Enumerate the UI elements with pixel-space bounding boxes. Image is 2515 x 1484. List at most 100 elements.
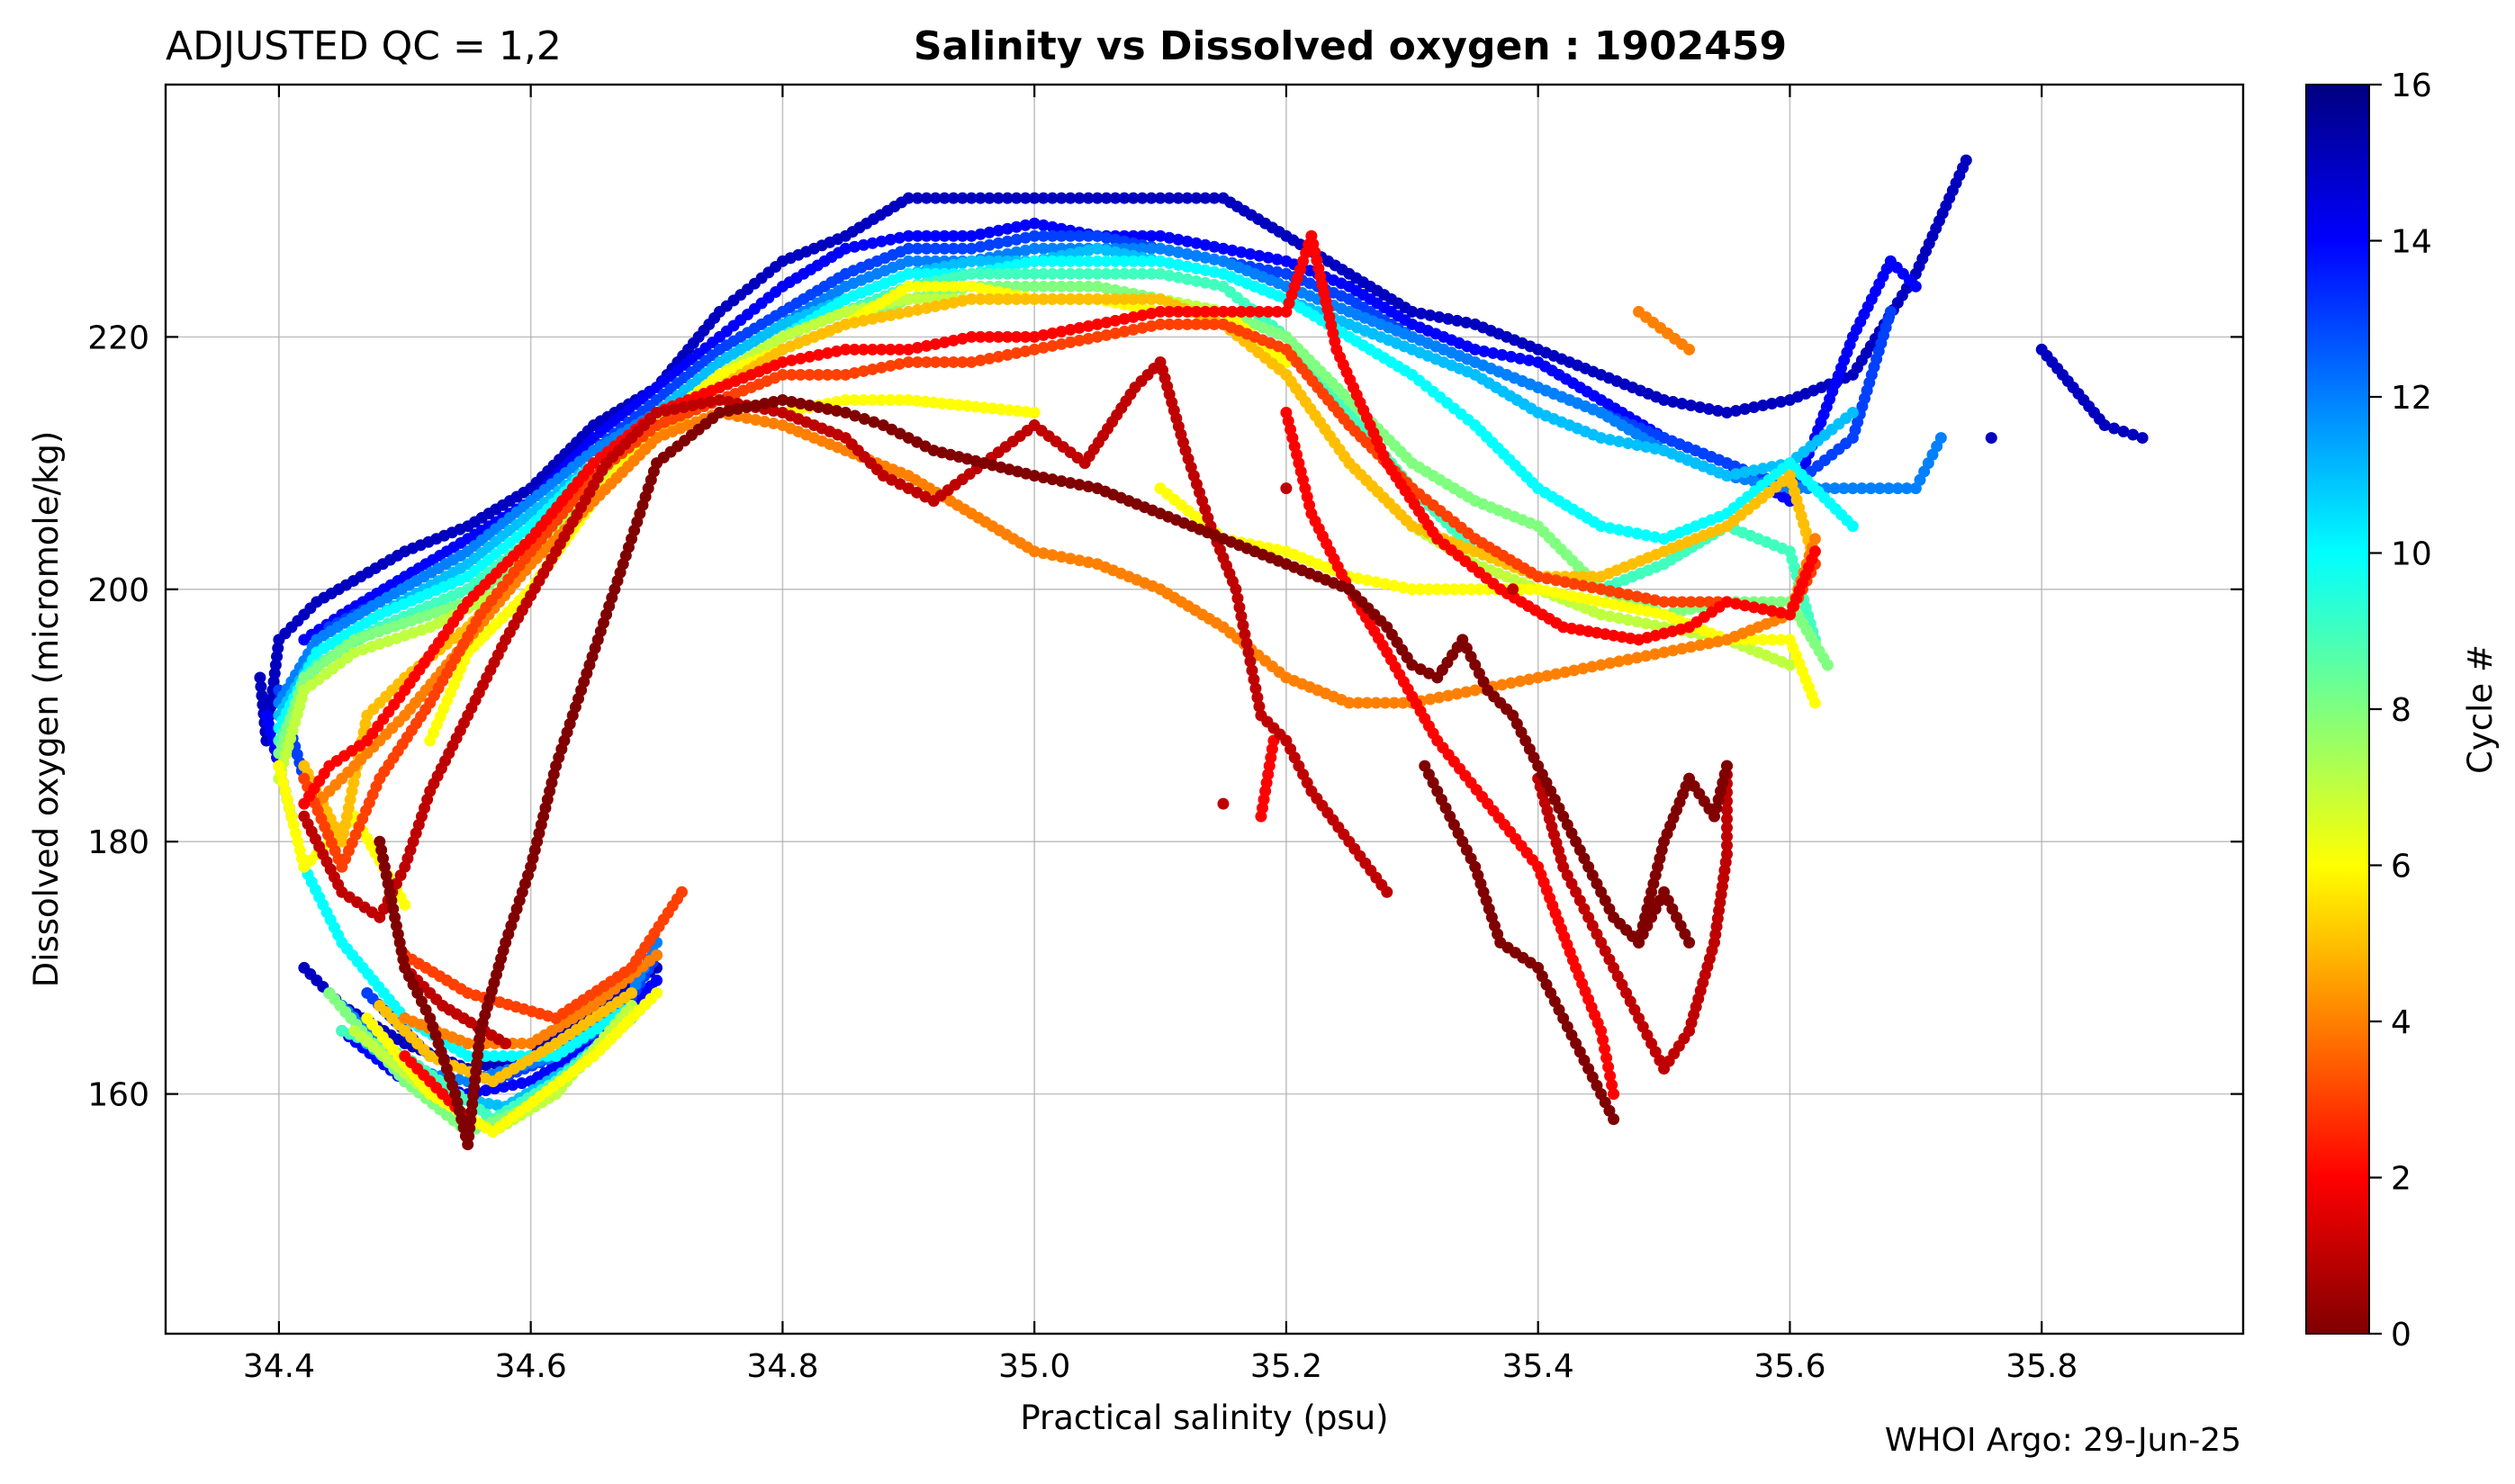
- data-point: [1604, 522, 1617, 535]
- data-point: [1181, 273, 1194, 285]
- data-point: [1532, 671, 1545, 684]
- data-point: [1846, 520, 1859, 533]
- data-point: [1559, 576, 1572, 589]
- data-point: [1208, 265, 1221, 278]
- data-point: [1046, 220, 1059, 233]
- data-point: [965, 192, 978, 204]
- data-point: [1523, 673, 1536, 686]
- data-point: [1109, 267, 1122, 280]
- colorbar-tick-label: 6: [2391, 849, 2411, 886]
- data-point: [1073, 280, 1086, 292]
- data-point: [839, 305, 852, 318]
- data-point: [1010, 258, 1023, 271]
- data-point: [1010, 346, 1023, 359]
- data-point: [839, 394, 852, 407]
- colorbar-tick-label: 0: [2391, 1317, 2411, 1354]
- data-point: [1136, 292, 1149, 305]
- data-point: [1145, 229, 1158, 242]
- data-point: [1676, 605, 1689, 617]
- data-point: [1046, 292, 1059, 305]
- data-point: [669, 403, 681, 416]
- data-point: [929, 242, 942, 255]
- data-point: [1685, 596, 1698, 608]
- data-point: [722, 396, 735, 409]
- data-point: [1028, 292, 1041, 305]
- data-point: [947, 242, 960, 255]
- data-point: [1163, 244, 1176, 256]
- data-point: [974, 354, 987, 366]
- data-point: [1720, 813, 1733, 825]
- data-point: [1765, 398, 1778, 410]
- data-point: [1064, 192, 1077, 204]
- data-point: [947, 355, 960, 368]
- data-point: [965, 267, 978, 280]
- data-point: [956, 192, 969, 204]
- data-point: [1577, 580, 1590, 592]
- data-point: [1235, 305, 1248, 318]
- data-point: [749, 414, 762, 427]
- data-point: [1199, 264, 1212, 276]
- data-point: [1100, 244, 1113, 256]
- data-point: [902, 267, 915, 280]
- data-point: [1649, 443, 1662, 455]
- data-point: [965, 330, 978, 343]
- data-point: [974, 292, 987, 305]
- data-point: [1846, 407, 1859, 419]
- data-point: [1379, 578, 1392, 590]
- data-point: [1631, 590, 1644, 603]
- data-point: [1244, 655, 1257, 668]
- data-point: [1100, 267, 1113, 280]
- data-point: [1199, 305, 1212, 318]
- data-point: [938, 229, 951, 242]
- data-point: [1154, 267, 1167, 280]
- data-point: [911, 355, 924, 368]
- data-point: [1496, 679, 1509, 691]
- data-point: [731, 403, 744, 416]
- data-point: [1649, 531, 1662, 544]
- data-point: [1082, 267, 1095, 280]
- colorbar-tick-label: 2: [2391, 1161, 2411, 1198]
- cycle-series: [298, 229, 1821, 1126]
- data-point: [1604, 657, 1617, 670]
- data-point: [1255, 810, 1267, 823]
- data-point: [1127, 323, 1140, 336]
- data-point: [965, 355, 978, 368]
- data-point: [1100, 255, 1113, 267]
- cycle-series: [273, 255, 1859, 1063]
- data-point: [812, 348, 825, 361]
- data-point: [785, 368, 798, 381]
- colorbar-tick-label: 14: [2391, 224, 2432, 261]
- data-point: [1658, 596, 1671, 608]
- data-point: [1208, 240, 1221, 253]
- data-point: [1028, 267, 1041, 280]
- data-point: [1055, 551, 1068, 563]
- data-point: [911, 292, 924, 305]
- data-point: [947, 192, 960, 204]
- data-point: [1163, 256, 1176, 269]
- data-point: [1109, 292, 1122, 305]
- data-point: [1600, 1052, 1613, 1065]
- data-point: [1028, 280, 1041, 292]
- data-point: [1808, 545, 1821, 558]
- data-point: [462, 1050, 474, 1063]
- data-point: [1208, 253, 1221, 265]
- data-point: [1667, 396, 1680, 409]
- footer-credit: WHOI Argo: 29-Jun-25: [1885, 1422, 2241, 1459]
- data-point: [1541, 670, 1554, 682]
- data-point: [920, 280, 933, 292]
- data-point: [1199, 318, 1212, 330]
- data-point: [965, 280, 978, 292]
- data-point: [1473, 583, 1485, 596]
- data-point: [1231, 592, 1244, 605]
- data-point: [1145, 242, 1158, 255]
- data-point: [1145, 192, 1158, 204]
- data-point: [1226, 305, 1239, 318]
- data-point: [1136, 242, 1149, 255]
- data-point: [1001, 222, 1014, 235]
- data-point: [1127, 267, 1140, 280]
- data-point: [911, 229, 924, 242]
- data-point: [1720, 839, 1733, 851]
- data-point: [1010, 267, 1023, 280]
- data-point: [1595, 608, 1608, 621]
- data-point: [1244, 305, 1257, 318]
